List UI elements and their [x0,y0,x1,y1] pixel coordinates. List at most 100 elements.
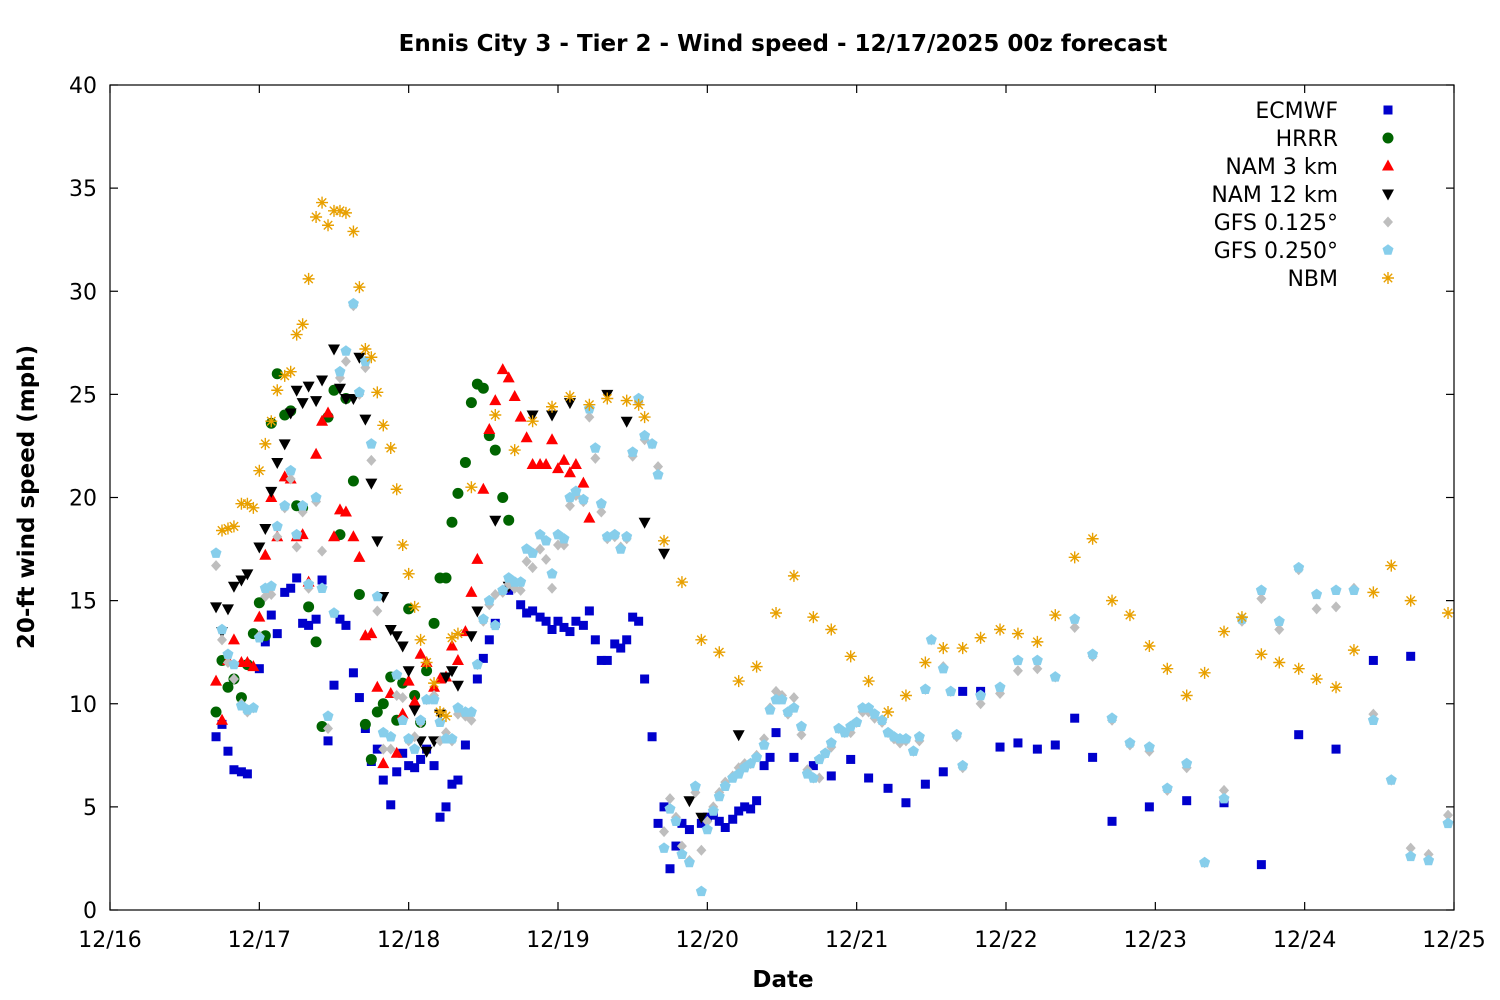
data-point [465,397,477,409]
data-point [553,616,563,626]
data-point [1235,611,1248,624]
data-point [271,368,283,380]
data-point [434,706,447,718]
data-point [844,650,857,663]
data-point [1161,662,1174,675]
data-point [420,656,433,669]
data-point [1068,551,1081,564]
legend-marker [1382,132,1394,144]
data-point [359,343,372,355]
data-point [322,219,335,232]
data-point [271,520,283,532]
data-point [372,605,383,617]
data-point [520,431,533,443]
legend-label: NAM 12 km [1211,183,1338,208]
data-point [956,642,969,655]
data-point [1198,666,1211,679]
data-point [534,528,546,540]
data-point [945,685,957,697]
data-point [302,381,315,393]
data-point [920,779,930,789]
data-point [1032,663,1043,675]
data-point [1274,624,1285,635]
data-point [428,617,440,629]
data-point [359,355,371,367]
data-point [253,631,265,643]
data-point [527,562,538,574]
data-point [471,552,484,564]
data-point [1161,782,1173,793]
data-point [638,411,651,424]
data-point [227,633,240,645]
data-point [235,692,247,704]
data-point [253,597,265,609]
data-point [750,660,763,673]
data-point [221,522,234,535]
data-point [571,616,581,626]
data-point [298,618,308,628]
data-point [428,677,441,690]
data-point [216,524,228,537]
data-point [384,625,397,636]
data-point [416,754,426,764]
data-point [670,815,682,826]
data-point [477,382,489,394]
data-point [402,666,415,678]
x-tick-label: 12/25 [1422,928,1485,953]
data-point [634,616,644,626]
data-point [465,585,478,597]
data-point [695,812,708,824]
data-point [640,674,650,684]
data-point [789,752,799,762]
data-point [546,400,559,413]
data-point [547,625,557,634]
data-point [770,607,783,619]
data-point [217,634,227,646]
data-point [421,693,433,705]
data-point [323,736,333,746]
data-point [286,583,296,593]
data-point [284,408,297,420]
data-point [639,429,651,441]
data-point [696,844,707,856]
data-point [740,802,750,812]
data-point [334,365,346,377]
data-point [210,706,222,718]
data-point [577,476,590,488]
data-point [322,710,334,721]
data-point [563,398,576,410]
data-point [347,475,359,487]
data-point [466,714,477,726]
data-point [695,885,707,897]
data-point [602,655,612,665]
data-point [535,612,545,622]
data-point [584,606,594,616]
data-point [408,695,421,707]
data-point [347,225,360,238]
data-point [1330,584,1342,595]
data-point [253,464,266,477]
data-point [521,555,532,567]
data-point [1087,648,1099,659]
data-point [377,698,389,710]
data-point [995,742,1005,752]
data-point [1049,671,1061,682]
data-point [372,744,382,754]
data-point [222,648,234,659]
data-point [303,601,315,613]
data-point [397,677,409,689]
data-point [1367,586,1380,599]
data-point [310,396,323,408]
data-point [316,582,328,593]
data-point [527,547,539,558]
data-point [253,542,266,554]
data-point [242,769,252,779]
data-point [1011,627,1024,640]
data-point [1219,784,1230,796]
data-point [728,814,738,824]
data-point [540,535,552,546]
data-point [882,706,895,718]
data-point [1031,635,1044,648]
data-point [584,411,595,423]
